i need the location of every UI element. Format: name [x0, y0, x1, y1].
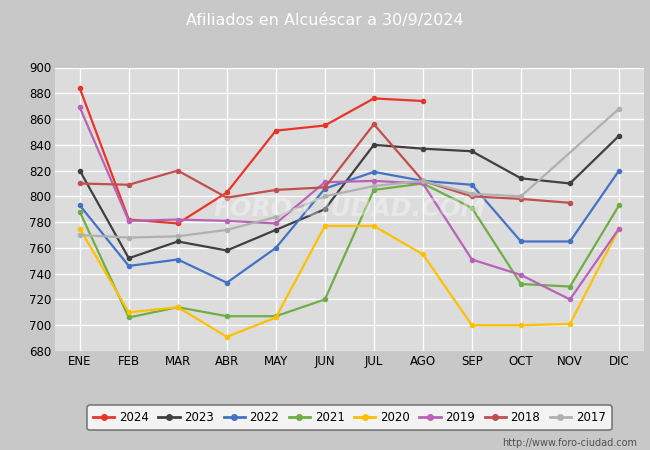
Text: Afiliados en Alcuéscar a 30/9/2024: Afiliados en Alcuéscar a 30/9/2024 [186, 13, 464, 28]
Text: FORO-CIUDAD.COM: FORO-CIUDAD.COM [213, 197, 486, 221]
Text: http://www.foro-ciudad.com: http://www.foro-ciudad.com [502, 438, 637, 448]
Legend: 2024, 2023, 2022, 2021, 2020, 2019, 2018, 2017: 2024, 2023, 2022, 2021, 2020, 2019, 2018… [87, 405, 612, 430]
